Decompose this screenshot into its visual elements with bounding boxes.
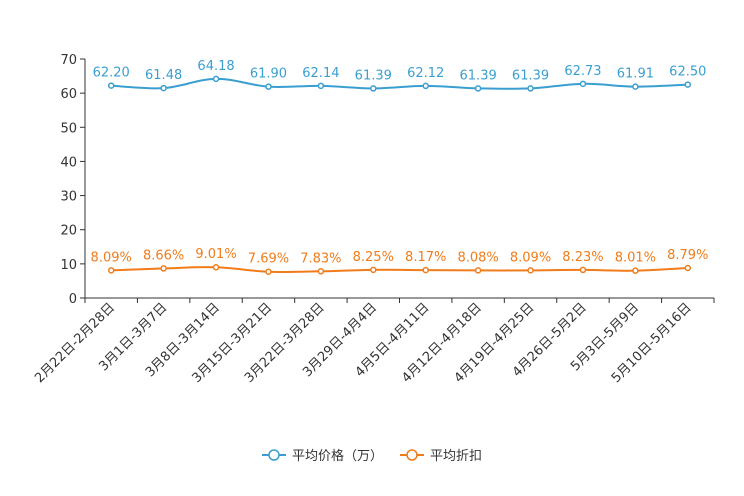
data-point[interactable] — [579, 266, 587, 274]
data-label: 8.01% — [615, 251, 656, 266]
data-label: 8.17% — [405, 250, 446, 265]
data-label: 9.01% — [195, 247, 236, 262]
y-tick-label: 10 — [60, 258, 77, 273]
data-point[interactable] — [474, 267, 482, 274]
data-label: 62.73 — [564, 64, 601, 79]
data-point[interactable] — [684, 81, 692, 88]
data-label: 61.39 — [355, 68, 392, 83]
data-label: 62.20 — [93, 66, 130, 81]
y-tick-label: 60 — [60, 87, 77, 102]
data-point[interactable] — [422, 266, 429, 274]
data-point[interactable] — [632, 267, 639, 274]
data-point[interactable] — [527, 85, 534, 92]
data-point[interactable] — [370, 266, 377, 274]
data-point[interactable] — [212, 263, 220, 271]
data-label: 61.39 — [512, 68, 549, 83]
data-point[interactable] — [684, 264, 692, 272]
data-point[interactable] — [317, 82, 325, 90]
y-tick-label: 30 — [60, 190, 77, 205]
data-point[interactable] — [265, 268, 272, 275]
data-label: 61.91 — [617, 67, 654, 82]
data-point[interactable] — [317, 268, 325, 275]
data-label: 8.09% — [91, 250, 132, 265]
data-label: 8.09% — [510, 250, 551, 265]
legend-label[interactable]: 平均折扣 — [430, 449, 482, 464]
data-point[interactable] — [160, 84, 167, 92]
data-label: 64.18 — [197, 59, 234, 74]
data-point[interactable] — [107, 82, 115, 89]
series-line-2 — [111, 266, 688, 274]
data-label: 61.39 — [460, 68, 497, 83]
data-point[interactable] — [265, 83, 272, 90]
y-tick-label: 0 — [69, 292, 77, 307]
data-point[interactable] — [579, 80, 587, 88]
y-tick-label: 70 — [60, 53, 77, 68]
data-label: 61.48 — [145, 68, 182, 83]
data-label: 8.08% — [457, 250, 498, 265]
data-label: 62.50 — [669, 65, 706, 80]
legend-marker[interactable] — [406, 449, 418, 461]
data-label: 8.25% — [353, 250, 394, 265]
data-label: 7.69% — [248, 252, 289, 267]
data-point[interactable] — [212, 75, 220, 83]
data-label: 62.12 — [407, 66, 444, 81]
data-point[interactable] — [370, 85, 377, 92]
y-tick-label: 20 — [60, 224, 77, 239]
y-tick-label: 50 — [60, 121, 77, 136]
data-point[interactable] — [107, 267, 115, 274]
data-label: 8.23% — [562, 250, 603, 265]
data-point[interactable] — [527, 267, 534, 274]
data-point[interactable] — [160, 265, 167, 272]
series-line-1 — [111, 77, 688, 90]
data-label: 8.66% — [143, 248, 184, 263]
data-point[interactable] — [632, 83, 639, 90]
y-tick-label: 40 — [60, 155, 77, 170]
legend-label[interactable]: 平均价格（万） — [292, 448, 383, 464]
data-point[interactable] — [474, 85, 482, 92]
data-label: 7.83% — [300, 251, 341, 266]
data-label: 8.79% — [667, 248, 708, 263]
data-label: 61.90 — [250, 67, 287, 82]
legend-marker[interactable] — [268, 449, 280, 461]
data-label: 62.14 — [302, 66, 339, 81]
data-point[interactable] — [422, 82, 429, 90]
